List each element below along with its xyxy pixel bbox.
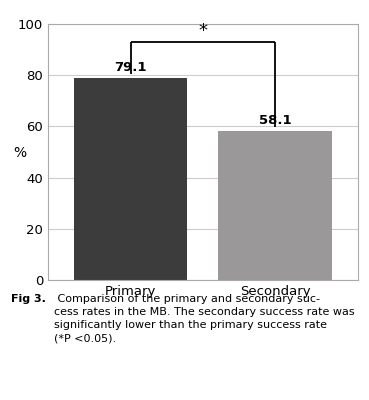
Bar (218, 131, 332, 280)
Text: Fig 3.: Fig 3. (11, 294, 46, 304)
Text: 79.1: 79.1 (114, 61, 147, 74)
Text: *: * (199, 22, 207, 40)
Y-axis label: %: % (14, 146, 27, 160)
Text: Comparison of the primary and secondary suc-
cess rates in the MB. The secondary: Comparison of the primary and secondary … (54, 294, 354, 344)
Bar (74, 78, 187, 280)
Text: 58.1: 58.1 (259, 114, 292, 128)
